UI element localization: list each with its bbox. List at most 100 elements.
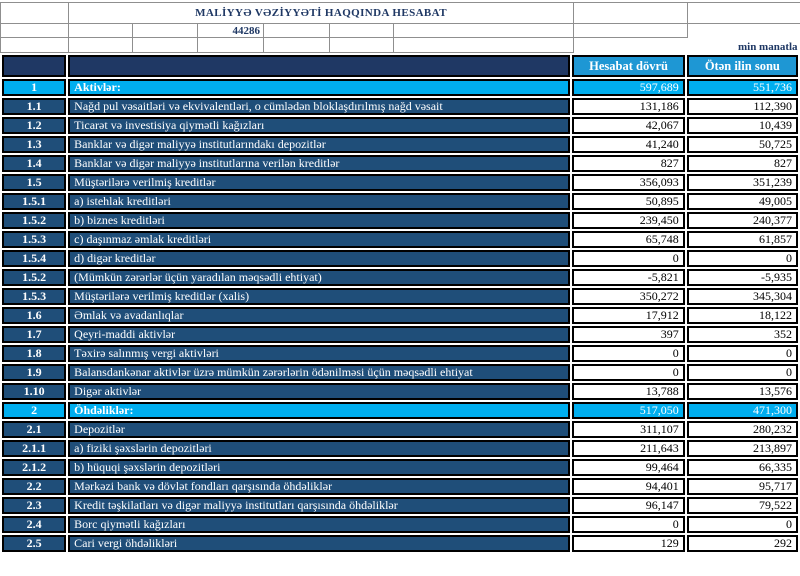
row-value-previous[interactable]: 351,239 <box>686 174 798 191</box>
grid-cell[interactable] <box>329 37 394 53</box>
row-label-cell[interactable]: Mərkəzi bank və dövlət fondları qarşısın… <box>68 478 571 495</box>
row-number-cell[interactable]: 1.2 <box>2 117 67 134</box>
row-value-previous[interactable]: 61,857 <box>686 231 798 248</box>
row-label-cell[interactable]: (Mümkün zərərlər üçün yaradılan məqsədli… <box>68 269 571 286</box>
row-value-current[interactable]: 42,067 <box>572 117 685 134</box>
row-number-cell[interactable]: 1.1 <box>2 98 67 115</box>
row-value-current[interactable]: 350,272 <box>572 288 685 305</box>
row-value-previous[interactable]: 0 <box>686 345 798 362</box>
row-value-current[interactable]: 129 <box>572 535 685 552</box>
row-value-current[interactable]: 131,186 <box>572 98 685 115</box>
row-value-previous[interactable]: 13,576 <box>686 383 798 400</box>
row-value-current[interactable]: 13,788 <box>572 383 685 400</box>
row-value-previous[interactable]: 49,005 <box>686 193 798 210</box>
row-value-current[interactable]: 65,748 <box>572 231 685 248</box>
row-number-cell[interactable]: 2.2 <box>2 478 67 495</box>
row-value-current[interactable]: 17,912 <box>572 307 685 324</box>
row-value-previous[interactable]: 345,304 <box>686 288 798 305</box>
row-value-previous[interactable]: 10,439 <box>686 117 798 134</box>
row-label-cell[interactable]: Qeyri-maddi aktivlər <box>68 326 571 343</box>
grid-cell[interactable] <box>197 37 264 53</box>
row-number-cell[interactable]: 1.5.4 <box>2 250 67 267</box>
row-number-cell[interactable]: 1.3 <box>2 136 67 153</box>
row-value-current[interactable]: 0 <box>572 250 685 267</box>
grid-cell[interactable] <box>132 23 198 38</box>
row-number-cell[interactable]: 2.4 <box>2 516 67 533</box>
row-number-cell[interactable]: 1.5.2 <box>2 269 67 286</box>
row-label-cell[interactable]: Kredit təşkilatları və digər maliyyə ins… <box>68 497 571 514</box>
row-value-current[interactable]: 211,643 <box>572 440 685 457</box>
row-value-current[interactable]: 356,093 <box>572 174 685 191</box>
grid-cell[interactable] <box>573 2 689 24</box>
header-label-cell-current[interactable]: Hesabat dövrü <box>572 55 685 77</box>
row-label-cell[interactable]: Banklar və digər maliyyə institutlarına … <box>68 155 571 172</box>
grid-cell[interactable] <box>263 37 330 53</box>
row-number-cell[interactable]: 1.7 <box>2 326 67 343</box>
row-label-cell[interactable]: b) hüquqi şəxslərin depozitləri <box>68 459 571 476</box>
row-number-cell[interactable]: 2.3 <box>2 497 67 514</box>
row-value-previous[interactable]: 66,335 <box>686 459 798 476</box>
row-label-cell[interactable]: Cari vergi öhdəlikləri <box>68 535 571 552</box>
row-value-current[interactable]: 239,450 <box>572 212 685 229</box>
grid-cell[interactable] <box>0 23 69 38</box>
row-value-current[interactable]: 311,107 <box>572 421 685 438</box>
row-number-cell[interactable]: 1.5.1 <box>2 193 67 210</box>
row-value-current[interactable]: 0 <box>572 345 685 362</box>
row-label-cell[interactable]: Balansdankənar aktivlər üzrə mümkün zərə… <box>68 364 571 381</box>
row-value-previous[interactable]: 112,390 <box>686 98 798 115</box>
row-label-cell[interactable]: Borc qiymətli kağızları <box>68 516 571 533</box>
grid-cell[interactable] <box>0 37 69 53</box>
row-label-cell[interactable]: a) istehlak kreditləri <box>68 193 571 210</box>
row-value-previous[interactable]: -5,935 <box>686 269 798 286</box>
row-value-previous[interactable]: 213,897 <box>686 440 798 457</box>
row-label-cell[interactable]: Təxirə salınmış vergi aktivləri <box>68 345 571 362</box>
row-label-cell[interactable]: a) fiziki şəxslərin depozitləri <box>68 440 571 457</box>
grid-cell[interactable] <box>263 23 330 38</box>
row-number-cell[interactable]: 1.10 <box>2 383 67 400</box>
row-number-cell[interactable]: 2.1.1 <box>2 440 67 457</box>
row-value-current[interactable]: 597,689 <box>572 79 685 96</box>
header-spacer-cell[interactable] <box>68 55 571 77</box>
row-value-current[interactable]: 41,240 <box>572 136 685 153</box>
row-value-previous[interactable]: 352 <box>686 326 798 343</box>
row-value-previous[interactable]: 0 <box>686 516 798 533</box>
row-value-previous[interactable]: 50,725 <box>686 136 798 153</box>
row-label-cell[interactable]: Müştərilərə verilmiş kreditlər (xalis) <box>68 288 571 305</box>
row-value-current[interactable]: 0 <box>572 364 685 381</box>
grid-cell[interactable] <box>0 2 69 24</box>
row-value-previous[interactable]: 827 <box>686 155 798 172</box>
row-value-previous[interactable]: 280,232 <box>686 421 798 438</box>
row-number-cell[interactable]: 1.5 <box>2 174 67 191</box>
row-value-current[interactable]: 397 <box>572 326 685 343</box>
grid-cell[interactable] <box>687 2 800 24</box>
row-number-cell[interactable]: 1.9 <box>2 364 67 381</box>
row-number-cell[interactable]: 1.4 <box>2 155 67 172</box>
date-serial-cell[interactable]: 44286 <box>197 23 264 38</box>
row-label-cell[interactable]: Aktivlər: <box>68 79 571 96</box>
row-number-cell[interactable]: 2.5 <box>2 535 67 552</box>
row-label-cell[interactable]: Öhdəliklər: <box>68 402 571 419</box>
row-value-current[interactable]: 50,895 <box>572 193 685 210</box>
row-value-current[interactable]: 94,401 <box>572 478 685 495</box>
row-value-previous[interactable]: 471,300 <box>686 402 798 419</box>
grid-cell[interactable] <box>392 37 575 53</box>
grid-cell[interactable] <box>329 23 394 38</box>
row-value-previous[interactable]: 292 <box>686 535 798 552</box>
header-corner-cell[interactable] <box>2 55 67 77</box>
row-label-cell[interactable]: Banklar və digər maliyyə institutlarında… <box>68 136 571 153</box>
row-number-cell[interactable]: 1 <box>2 79 67 96</box>
row-label-cell[interactable]: Depozitlər <box>68 421 571 438</box>
header-label-cell-previous[interactable]: Ötən ilin sonu <box>686 55 798 77</box>
row-value-previous[interactable]: 95,717 <box>686 478 798 495</box>
row-label-cell[interactable]: d) digər kreditlər <box>68 250 571 267</box>
row-number-cell[interactable]: 2 <box>2 402 67 419</box>
row-value-previous[interactable]: 0 <box>686 250 798 267</box>
row-label-cell[interactable]: Müştərilərə verilmiş kreditlər <box>68 174 571 191</box>
row-value-previous[interactable]: 18,122 <box>686 307 798 324</box>
row-value-previous[interactable]: 0 <box>686 364 798 381</box>
row-value-current[interactable]: 96,147 <box>572 497 685 514</box>
row-number-cell[interactable]: 1.6 <box>2 307 67 324</box>
row-value-previous[interactable]: 240,377 <box>686 212 798 229</box>
row-number-cell[interactable]: 2.1.2 <box>2 459 67 476</box>
row-value-previous[interactable]: 79,522 <box>686 497 798 514</box>
